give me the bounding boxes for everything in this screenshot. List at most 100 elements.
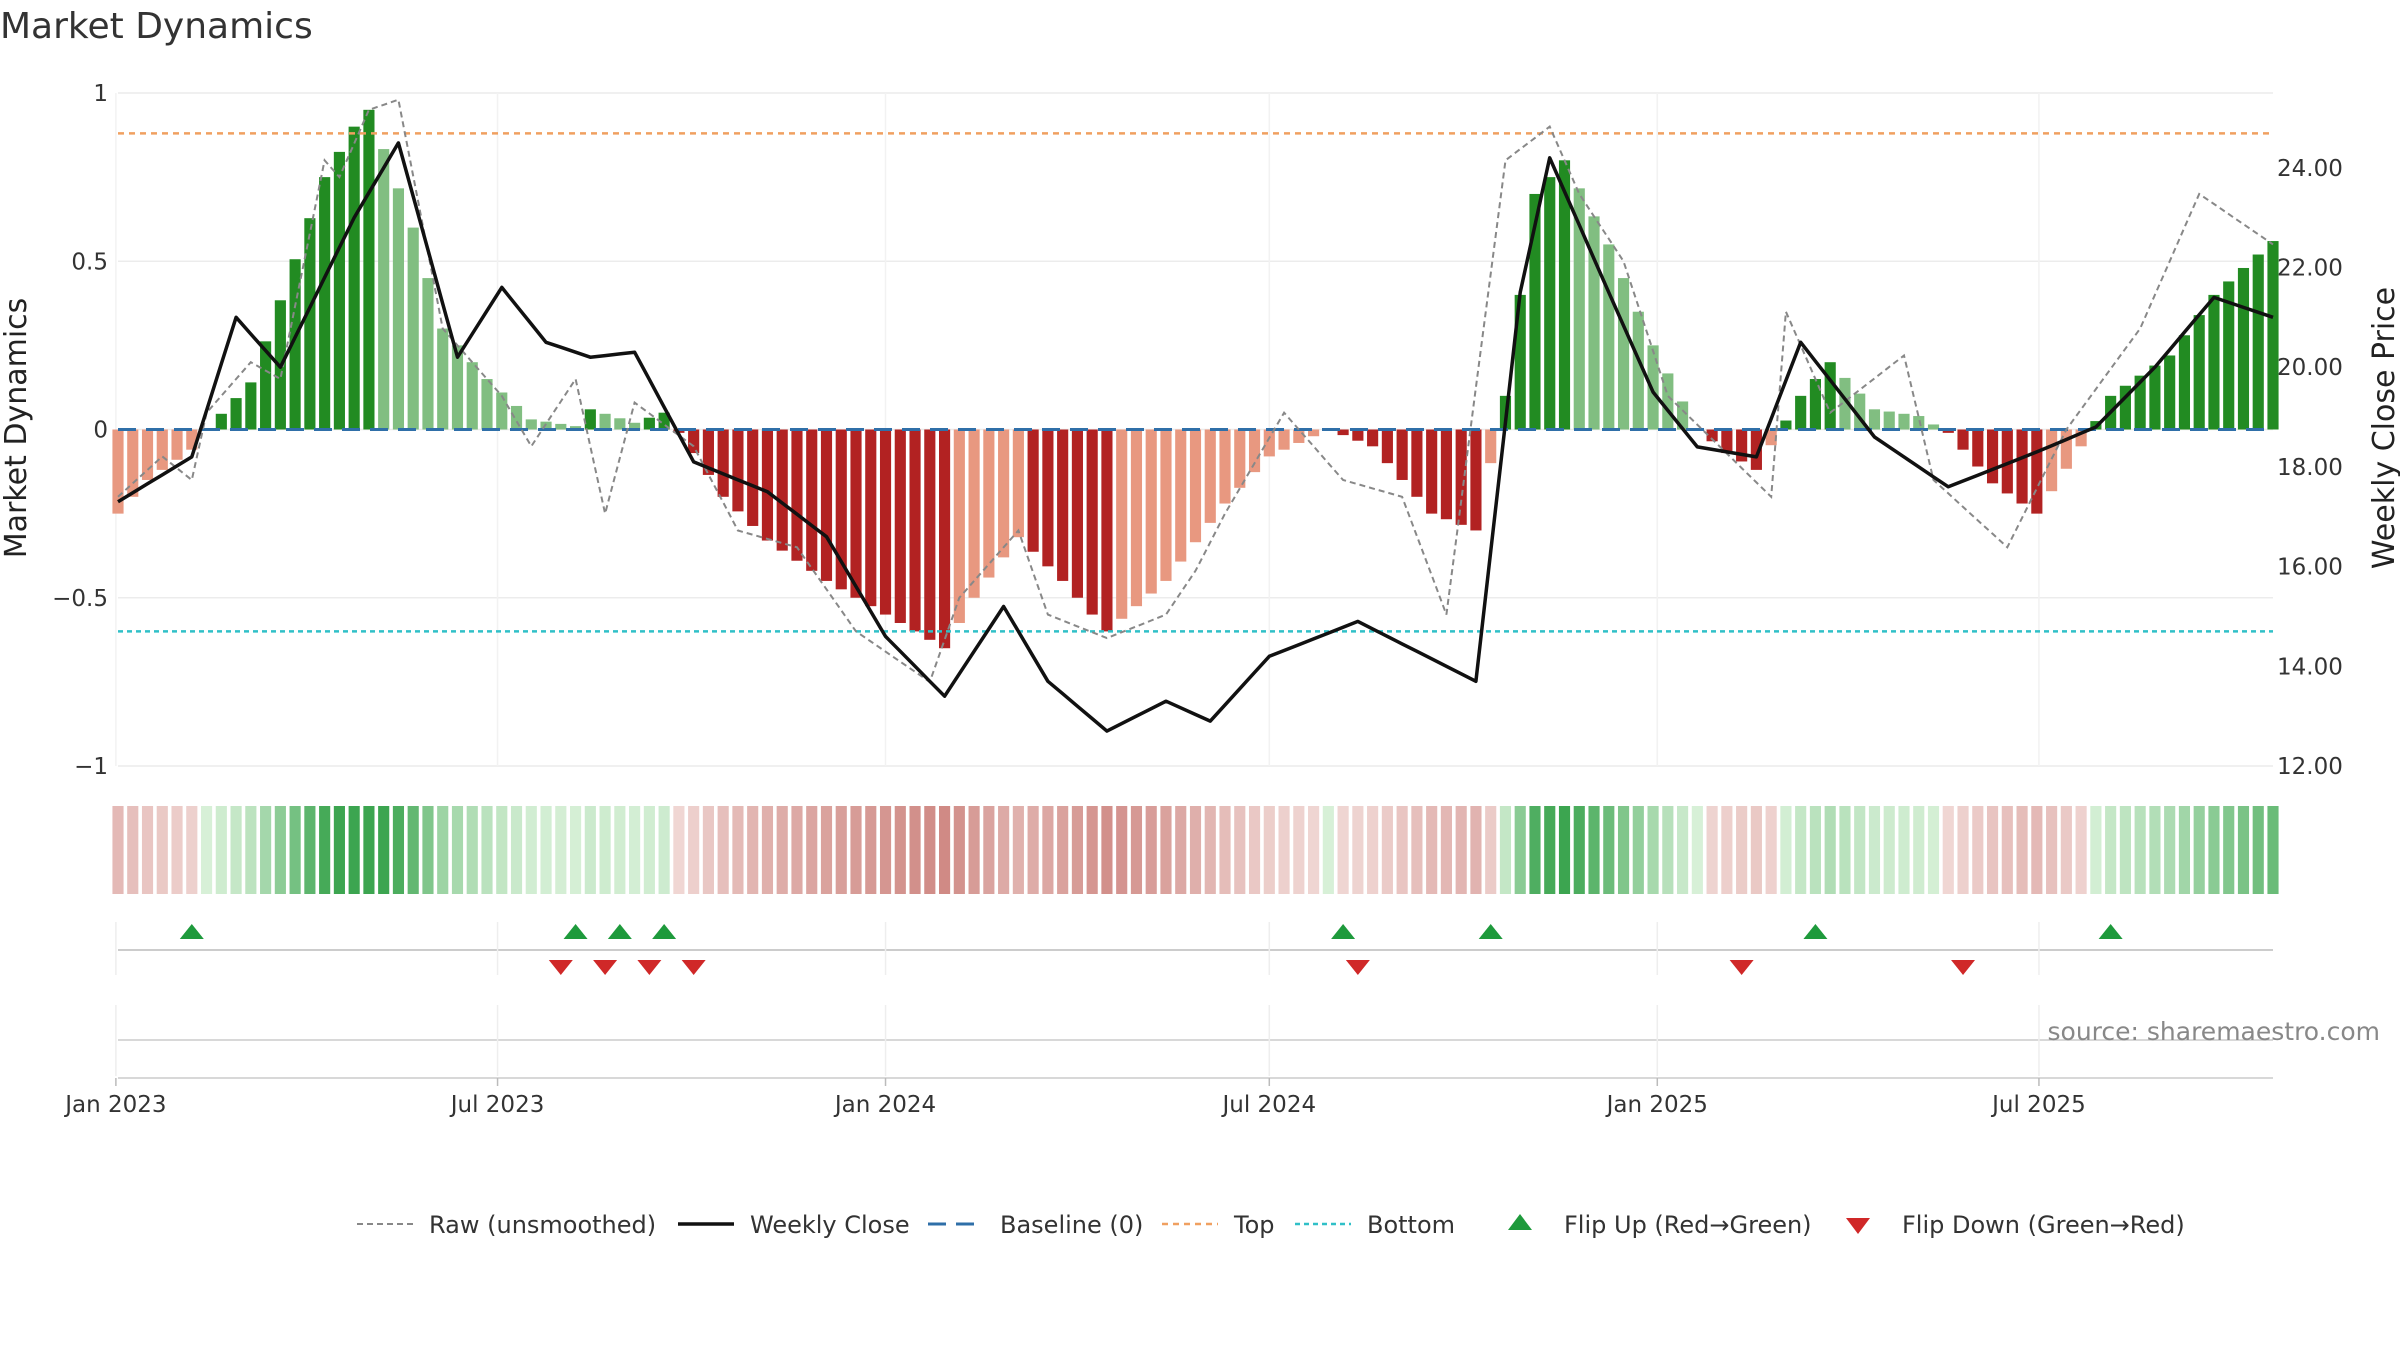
strip-2024-10-21 xyxy=(1499,806,1512,894)
strip-2024-03-04 xyxy=(1012,806,1024,894)
strip-2023-06-26 xyxy=(481,806,493,894)
strip-2025-01-06 xyxy=(1662,806,1674,894)
bar-2023-10-30 xyxy=(747,429,759,526)
bar-2025-10-13 xyxy=(2252,254,2264,430)
bar-2025-10-20 xyxy=(2267,241,2279,430)
strip-2024-07-08 xyxy=(1278,806,1290,894)
strip-2025-06-09 xyxy=(1986,806,1999,894)
strip-2025-10-20 xyxy=(2267,806,2279,894)
strip-2025-08-18 xyxy=(2134,806,2146,894)
strip-2023-04-24 xyxy=(348,806,360,894)
strip-2025-07-21 xyxy=(2075,806,2087,894)
bar-2025-01-13 xyxy=(1677,401,1689,430)
legend-label: Bottom xyxy=(1367,1211,1455,1239)
x-tick-label: Jul 2023 xyxy=(449,1092,545,1118)
strip-2023-03-20 xyxy=(274,806,286,894)
bar-2023-06-12 xyxy=(451,345,464,430)
bar-2023-11-27 xyxy=(806,429,818,571)
bar-2025-02-10 xyxy=(1736,429,1748,462)
strip-2023-06-19 xyxy=(466,806,478,894)
bar-2023-11-13 xyxy=(776,429,788,551)
strip-2024-06-10 xyxy=(1219,806,1231,894)
strip-2025-05-12 xyxy=(1927,806,1940,894)
bar-2024-02-05 xyxy=(953,429,965,623)
strip-2025-01-27 xyxy=(1706,806,1718,894)
bar-2023-11-06 xyxy=(761,429,774,541)
flip-down-2025-02-10 xyxy=(1729,960,1754,975)
strip-2023-07-24 xyxy=(540,806,552,894)
strip-2025-06-02 xyxy=(1972,806,1984,894)
bar-2025-08-11 xyxy=(2119,385,2131,430)
bar-2023-12-18 xyxy=(850,429,862,598)
strip-2024-06-17 xyxy=(1234,806,1246,894)
bar-2023-07-03 xyxy=(496,392,508,430)
bar-2024-06-10 xyxy=(1219,429,1231,504)
strip-2024-08-05 xyxy=(1337,806,1349,894)
strip-2024-07-15 xyxy=(1293,806,1305,894)
strip-2023-03-13 xyxy=(260,806,272,894)
bar-2025-01-27 xyxy=(1706,429,1718,442)
bar-2025-03-31 xyxy=(1839,377,1851,430)
flip-down-2023-09-11 xyxy=(637,960,662,975)
bar-2024-08-26 xyxy=(1381,429,1393,464)
bar-2025-04-28 xyxy=(1898,413,1910,430)
bar-2025-06-30 xyxy=(2031,429,2043,514)
bar-2023-10-02 xyxy=(688,429,700,454)
y-tick-right: 12.00 xyxy=(2277,754,2343,780)
bar-2024-01-01 xyxy=(879,429,892,615)
y-tick-left: −1 xyxy=(74,754,108,780)
strip-2024-12-02 xyxy=(1588,806,1600,894)
bar-2023-05-08 xyxy=(378,149,390,430)
strip-2024-05-20 xyxy=(1175,806,1187,894)
strip-2023-11-20 xyxy=(791,806,803,894)
bar-2025-09-08 xyxy=(2178,335,2191,430)
bar-2024-01-15 xyxy=(909,429,921,632)
bar-2025-05-19 xyxy=(1942,429,1954,433)
bar-2024-05-27 xyxy=(1189,429,1202,543)
strip-2025-03-31 xyxy=(1839,806,1851,894)
strip-2025-08-11 xyxy=(2119,806,2131,894)
strip-2024-12-16 xyxy=(1617,806,1630,894)
y-axis-ticks: 1 0.5 0 −0.5 −1 24.00 22.00 20.00 18.00 16.00 14.0… xyxy=(52,81,2343,780)
strip-2024-10-14 xyxy=(1485,806,1497,894)
strip-2023-08-28 xyxy=(614,806,626,894)
bar-2024-11-25 xyxy=(1573,188,1585,430)
bar-2024-12-23 xyxy=(1632,311,1644,430)
strip-2024-12-09 xyxy=(1603,806,1615,894)
strip-2025-08-04 xyxy=(2105,806,2117,894)
strip-2025-09-01 xyxy=(2164,806,2176,894)
bar-2023-05-01 xyxy=(363,109,375,430)
flip-down-2025-05-26 xyxy=(1951,960,1976,975)
strip-2024-01-01 xyxy=(879,806,892,894)
strip-2023-06-12 xyxy=(451,806,464,894)
source-annotation: source: sharemaestro.com xyxy=(2048,1017,2381,1046)
legend-item-4: Bottom xyxy=(1295,1211,1455,1239)
strip-2024-11-04 xyxy=(1529,806,1541,894)
strip-2024-04-08 xyxy=(1086,806,1098,894)
strip-2023-12-11 xyxy=(835,806,847,894)
legend-label: Top xyxy=(1233,1211,1275,1239)
bar-2024-10-28 xyxy=(1514,294,1526,430)
strip-2023-10-16 xyxy=(717,806,729,894)
bar-2023-09-18 xyxy=(658,412,670,430)
strip-2023-02-06 xyxy=(186,806,198,894)
strip-2025-09-15 xyxy=(2193,806,2205,894)
bar-2024-09-30 xyxy=(1455,429,1467,525)
strip-2024-05-27 xyxy=(1189,806,1202,894)
strip-2024-02-05 xyxy=(953,806,965,894)
strip-2023-10-30 xyxy=(747,806,759,894)
bar-2024-03-25 xyxy=(1057,429,1069,581)
bar-2024-03-04 xyxy=(1012,429,1024,538)
bar-2024-12-30 xyxy=(1647,345,1659,430)
bar-2024-02-26 xyxy=(998,429,1010,558)
legend-item-3: Top xyxy=(1162,1211,1275,1239)
bar-2023-01-16 xyxy=(141,429,154,480)
bar-2025-04-21 xyxy=(1883,411,1895,430)
strip-2025-04-07 xyxy=(1854,806,1866,894)
bar-2023-07-31 xyxy=(555,423,567,430)
strip-2023-09-04 xyxy=(629,806,641,894)
strip-2024-11-25 xyxy=(1573,806,1585,894)
strip-2024-04-29 xyxy=(1130,806,1143,894)
flip-up-2023-09-18 xyxy=(652,924,677,939)
